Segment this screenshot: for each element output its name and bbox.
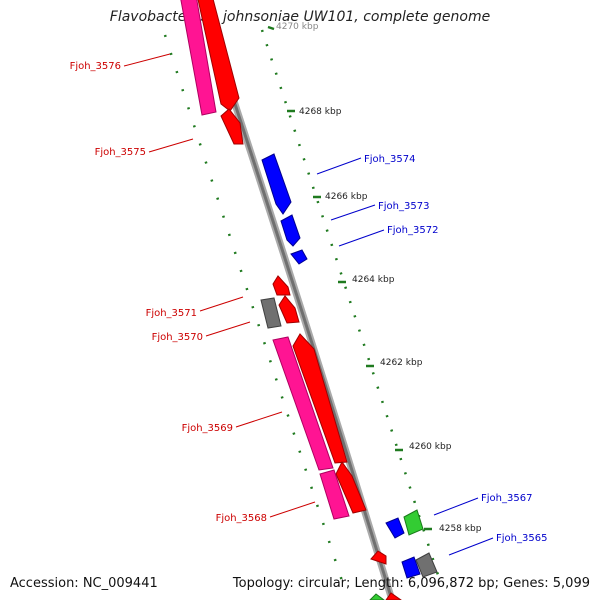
forward-strand-genes <box>197 0 402 600</box>
gene-label-left[interactable]: Fjoh_3576 <box>70 61 121 72</box>
gene-arrow-fjoh-3573[interactable] <box>280 214 301 247</box>
gene-label-right[interactable]: Fjoh_3567 <box>481 493 532 504</box>
pink-genes <box>180 0 350 520</box>
dotted-gene-line-inner <box>163 34 347 591</box>
scale-tick-label: 4266 kbp <box>325 192 368 202</box>
topology-text: Topology: circular; Length: 6,096,872 bp… <box>232 576 590 591</box>
reverse-strand-genes <box>261 153 421 579</box>
gene-arrow-fjoh-3570-gray[interactable] <box>260 297 282 329</box>
dotted-scale-line-outer <box>260 29 440 576</box>
gene-arrow-fjoh-3571[interactable] <box>272 275 291 296</box>
gene-arrow-fjoh-3572[interactable] <box>290 249 308 265</box>
label-leader-lines <box>123 53 494 556</box>
gene-arrow-fjoh-3570[interactable] <box>278 295 300 324</box>
gene-arrow-fjoh-3565[interactable] <box>401 556 421 579</box>
gene-label-left[interactable]: Fjoh_3568 <box>216 513 267 524</box>
gene-arrow-fjoh-3574[interactable] <box>261 153 292 215</box>
scale-tick-label: 4258 kbp <box>439 524 482 534</box>
gene-arrow-fjoh-3569-red[interactable] <box>292 333 348 464</box>
gene-label-right[interactable]: Fjoh_3572 <box>387 225 438 236</box>
gene-label-right[interactable]: Fjoh_3573 <box>378 201 429 212</box>
accession-text: Accession: NC_009441 <box>10 576 158 591</box>
scale-tick-label: 4270 kbp <box>276 22 319 32</box>
scale-tick-label: 4264 kbp <box>352 275 395 285</box>
gene-arrow-gray-bottom[interactable] <box>415 552 438 578</box>
gene-arrow-fjoh-3567-green[interactable] <box>403 509 424 536</box>
gene-arrow-fjoh-3569-pink[interactable] <box>272 336 334 471</box>
scale-tick-label: 4268 kbp <box>299 107 342 117</box>
gene-label-right[interactable]: Fjoh_3574 <box>364 154 415 165</box>
gene-arrow-fjoh-3568-red[interactable] <box>335 461 367 514</box>
gene-arrow-bottom-red[interactable] <box>385 592 402 600</box>
scale-tick-label: 4262 kbp <box>380 358 423 368</box>
gene-label-left[interactable]: Fjoh_3575 <box>95 147 146 158</box>
gene-label-left[interactable]: Fjoh_3570 <box>152 332 203 343</box>
gene-label-left[interactable]: Fjoh_3569 <box>182 423 233 434</box>
gene-arrow-fjoh-3576-pink[interactable] <box>180 0 217 116</box>
scale-tick-label: 4260 kbp <box>409 442 452 452</box>
gene-label-right[interactable]: Fjoh_3565 <box>496 533 547 544</box>
gene-arrow-fjoh-3576-red[interactable] <box>197 0 240 112</box>
scale-ticks <box>267 25 432 531</box>
gene-arrow-small-red[interactable] <box>370 550 387 565</box>
green-genes <box>369 509 424 600</box>
gene-label-left[interactable]: Fjoh_3571 <box>146 308 197 319</box>
gene-arrow-fjoh-3568-pink[interactable] <box>319 469 350 520</box>
gene-arrow-fjoh-3575[interactable] <box>220 108 244 145</box>
gene-arrow-fjoh-3567-blue[interactable] <box>385 517 405 539</box>
gene-arrow-green-bottom[interactable] <box>369 593 385 600</box>
gray-genes <box>260 297 438 578</box>
